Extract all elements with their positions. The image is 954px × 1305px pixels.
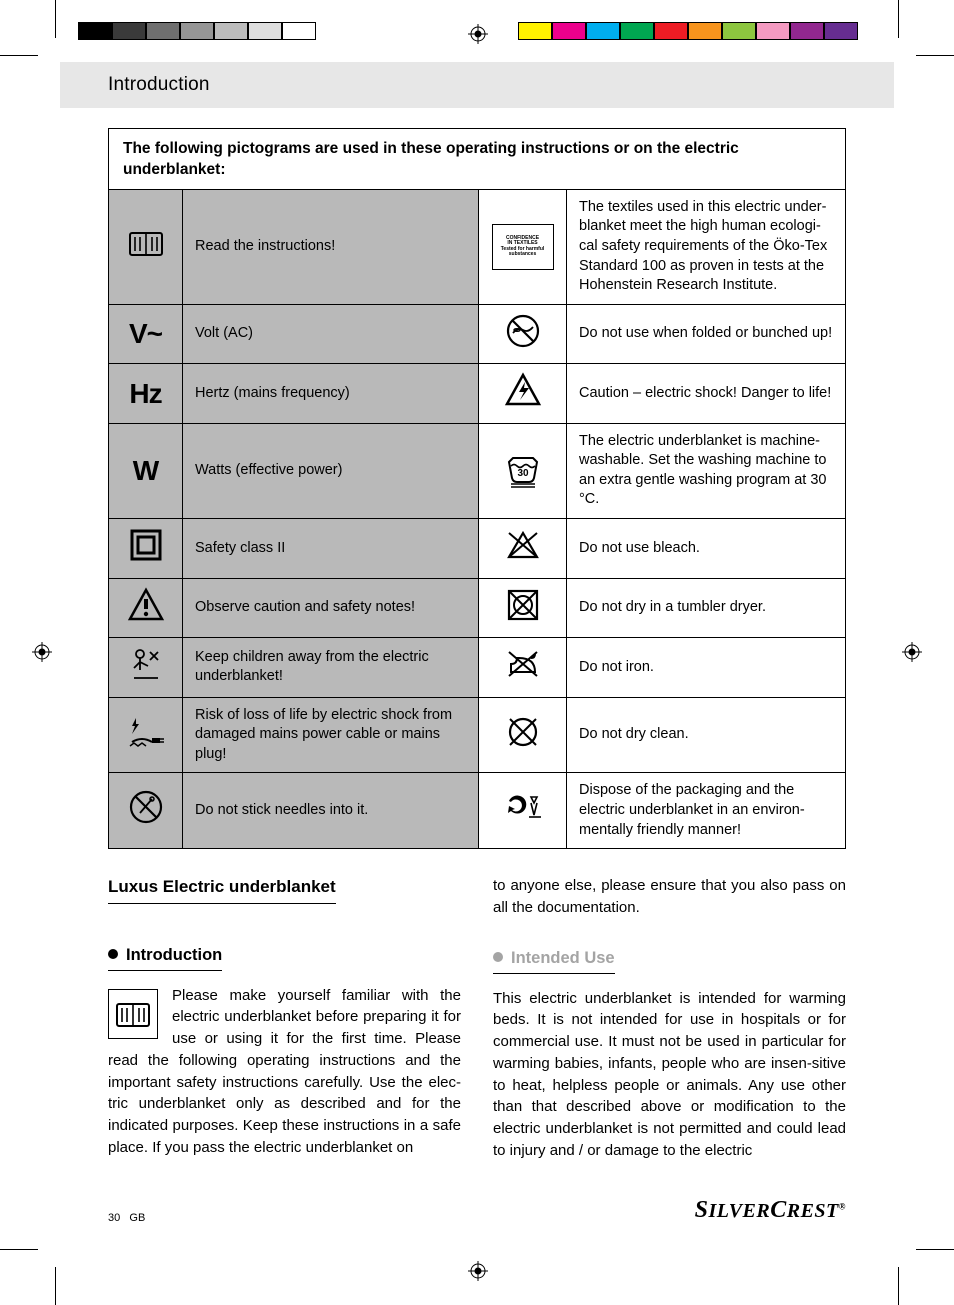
registration-mark-left xyxy=(32,642,52,662)
symbol-cell xyxy=(109,578,183,638)
table-row: V~ Volt (AC) Do not use when folded or bun… xyxy=(109,304,846,364)
brand-logo: SILVERCREST® xyxy=(695,1197,846,1224)
pictogram-table: Read the instructions! CONFIDENCEIN TEXTI… xyxy=(108,189,846,849)
no-needle-icon xyxy=(126,787,166,827)
book-icon xyxy=(126,223,166,263)
symbol-cell xyxy=(479,773,567,849)
description-cell: Volt (AC) xyxy=(183,304,479,364)
text-symbol: Hz xyxy=(129,378,161,409)
no-iron-icon xyxy=(503,644,543,684)
symbol-cell xyxy=(479,423,567,518)
table-row: Keep children away from the electric und… xyxy=(109,638,846,698)
description-cell: Watts (effective power) xyxy=(183,423,479,518)
page: Introduction The following pictograms ar… xyxy=(60,62,894,1242)
table-caption: The following pictograms are used in the… xyxy=(108,128,846,189)
description-cell: Do not use when folded or bunched up! xyxy=(567,304,846,364)
symbol-cell xyxy=(479,578,567,638)
symbol-cell xyxy=(479,697,567,773)
symbol-cell: V~ xyxy=(109,304,183,364)
description-cell: Risk of loss of life by electric shock f… xyxy=(183,697,479,773)
table-row: Risk of loss of life by electric shock f… xyxy=(109,697,846,773)
description-cell: Observe caution and safety notes! xyxy=(183,578,479,638)
table-row: Hz Hertz (mains frequency) Caution – elect… xyxy=(109,364,846,424)
page-footer: 30 GB SILVERCREST® xyxy=(108,1197,846,1224)
description-cell: Safety class II xyxy=(183,519,479,579)
no-dryclean-icon xyxy=(503,712,543,752)
symbol-cell: Hz xyxy=(109,364,183,424)
symbol-cell xyxy=(479,304,567,364)
symbol-cell xyxy=(109,773,183,849)
child-icon xyxy=(126,644,166,684)
symbol-cell: W xyxy=(109,423,183,518)
intended-use-heading: Intended Use xyxy=(493,947,615,974)
no-bleach-icon xyxy=(503,525,543,565)
table-row: Read the instructions! CONFIDENCEIN TEXTI… xyxy=(109,189,846,304)
intended-use-text: This electric underblanket is intended f… xyxy=(493,988,846,1162)
text-symbol: W xyxy=(133,455,158,486)
symbol-cell xyxy=(479,364,567,424)
symbol-cell xyxy=(109,697,183,773)
warning-icon xyxy=(126,585,166,625)
symbol-cell xyxy=(479,638,567,698)
description-cell: Keep children away from the electric und… xyxy=(183,638,479,698)
symbol-cell xyxy=(479,519,567,579)
oeko-tex-icon: CONFIDENCEIN TEXTILESTested for harmful … xyxy=(492,224,554,270)
wash30-icon xyxy=(503,448,543,488)
class2-icon xyxy=(126,525,166,565)
symbol-cell xyxy=(109,189,183,304)
dispose-icon xyxy=(503,787,543,827)
description-cell: The textiles used in this electric under… xyxy=(567,189,846,304)
product-title: Luxus Electric underblanket xyxy=(108,875,336,904)
text-symbol: V~ xyxy=(129,318,162,349)
section-title: Introduction xyxy=(108,74,210,96)
introduction-text: Please make yourself familiar with the e… xyxy=(108,985,461,1159)
symbol-cell xyxy=(109,638,183,698)
book-icon xyxy=(108,989,158,1039)
description-cell: The electric underblanket is machine-was… xyxy=(567,423,846,518)
symbol-cell xyxy=(109,519,183,579)
registration-mark-right xyxy=(902,642,922,662)
description-cell: Read the instructions! xyxy=(183,189,479,304)
right-column: to anyone else, please ensure that you a… xyxy=(493,875,846,1161)
introduction-heading: Introduction xyxy=(108,944,222,971)
symbol-cell: CONFIDENCEIN TEXTILESTested for harmful … xyxy=(479,189,567,304)
left-column: Luxus Electric underblanket Introduction… xyxy=(108,875,461,1161)
table-row: W Watts (effective power) The electric und… xyxy=(109,423,846,518)
description-cell: Caution – electric shock! Danger to life… xyxy=(567,364,846,424)
no-fold-icon xyxy=(503,311,543,351)
table-row: Observe caution and safety notes! Do not … xyxy=(109,578,846,638)
registration-mark-top xyxy=(468,24,488,44)
page-number: 30 GB xyxy=(108,1212,145,1224)
shock-icon xyxy=(503,370,543,410)
description-cell: Hertz (mains frequency) xyxy=(183,364,479,424)
description-cell: Dispose of the packaging and the electri… xyxy=(567,773,846,849)
description-cell: Do not dry in a tumbler dryer. xyxy=(567,578,846,638)
registration-mark-bottom xyxy=(468,1261,488,1281)
no-tumble-icon xyxy=(503,585,543,625)
table-row: Safety class II Do not use bleach. xyxy=(109,519,846,579)
section-header: Introduction xyxy=(60,62,894,108)
table-row: Do not stick needles into it. Dispose of … xyxy=(109,773,846,849)
continuation-text: to anyone else, please ensure that you a… xyxy=(493,875,846,919)
description-cell: Do not iron. xyxy=(567,638,846,698)
color-swatches xyxy=(518,22,858,40)
grayscale-swatches xyxy=(78,22,316,40)
cable-shock-icon xyxy=(126,712,166,752)
description-cell: Do not dry clean. xyxy=(567,697,846,773)
description-cell: Do not stick needles into it. xyxy=(183,773,479,849)
description-cell: Do not use bleach. xyxy=(567,519,846,579)
